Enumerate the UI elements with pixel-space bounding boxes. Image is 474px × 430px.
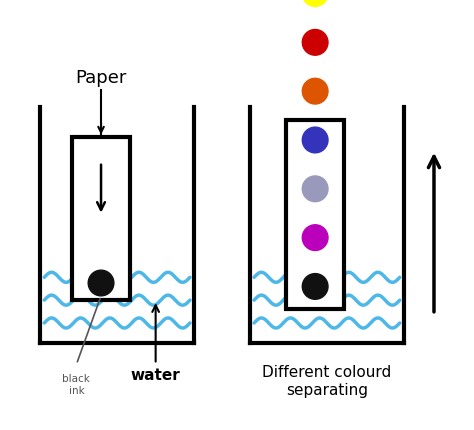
Circle shape	[88, 270, 114, 296]
Bar	[286, 121, 344, 309]
Text: black
ink: black ink	[63, 373, 91, 395]
Circle shape	[302, 79, 328, 105]
Text: Different colourd
separating: Different colourd separating	[262, 365, 392, 397]
Circle shape	[302, 177, 328, 202]
Text: Paper: Paper	[75, 69, 127, 87]
Circle shape	[302, 31, 328, 56]
Circle shape	[302, 128, 328, 154]
Circle shape	[302, 0, 328, 7]
Bar	[72, 138, 130, 301]
Text: water: water	[131, 367, 181, 382]
Circle shape	[302, 225, 328, 251]
Circle shape	[302, 274, 328, 300]
